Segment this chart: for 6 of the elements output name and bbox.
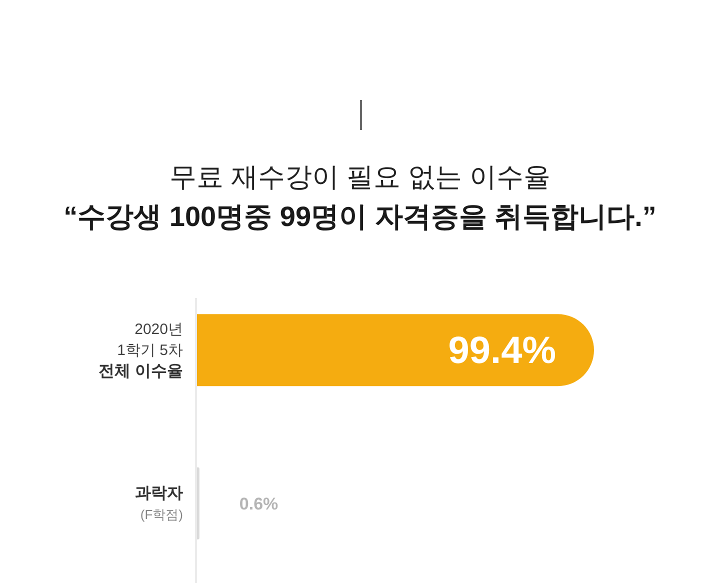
category-label: 과락자 (F학점) (135, 484, 183, 522)
data-label: 99.4% (448, 330, 556, 372)
subtitle: “수강생 100명중 99명이 자격증을 취득합니다.” (64, 201, 656, 232)
category-label: 2020년 1학기 5차 전체 이수율 (98, 321, 183, 380)
title: 무료 재수강이 필요 없는 이수율 (170, 162, 550, 192)
data-label: 0.6% (239, 494, 278, 514)
